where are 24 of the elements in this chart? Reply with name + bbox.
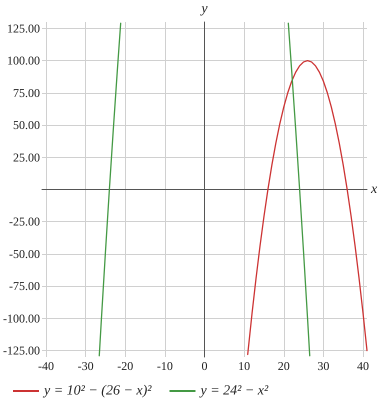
x-tick-label: -40 (38, 359, 54, 373)
y-axis-title: y (199, 2, 208, 16)
x-tick-label: 10 (238, 359, 250, 373)
x-tick-label: 20 (278, 359, 290, 373)
y-tick-label: 125.00 (6, 21, 40, 36)
y-tick-label: 25.00 (12, 150, 40, 164)
y-tick-label: 100.00 (6, 54, 40, 68)
y-tick-label: -100.00 (2, 311, 40, 326)
x-tick-label: -30 (78, 359, 94, 373)
y-tick-label: -25.00 (8, 214, 40, 229)
legend-label: y = 24² − x² (198, 384, 270, 398)
x-axis-title: x (370, 182, 378, 197)
line-series (247, 60, 368, 356)
y-tick-label: 75.00 (12, 86, 40, 100)
x-tick-label: 0 (202, 359, 208, 373)
legend-label: y = 10² − (26 − x)² (42, 384, 152, 398)
y-tick-label: -75.00 (8, 279, 40, 294)
y-tick-label: -125.00 (2, 344, 40, 358)
y-tick-label: 50.00 (12, 118, 40, 132)
x-tick-label: 30 (317, 359, 330, 373)
y-tick-label: -50.00 (8, 246, 40, 261)
x-tick-label: 40 (357, 359, 370, 373)
x-tick-label: -10 (156, 359, 173, 373)
x-tick-label: -20 (117, 359, 134, 373)
